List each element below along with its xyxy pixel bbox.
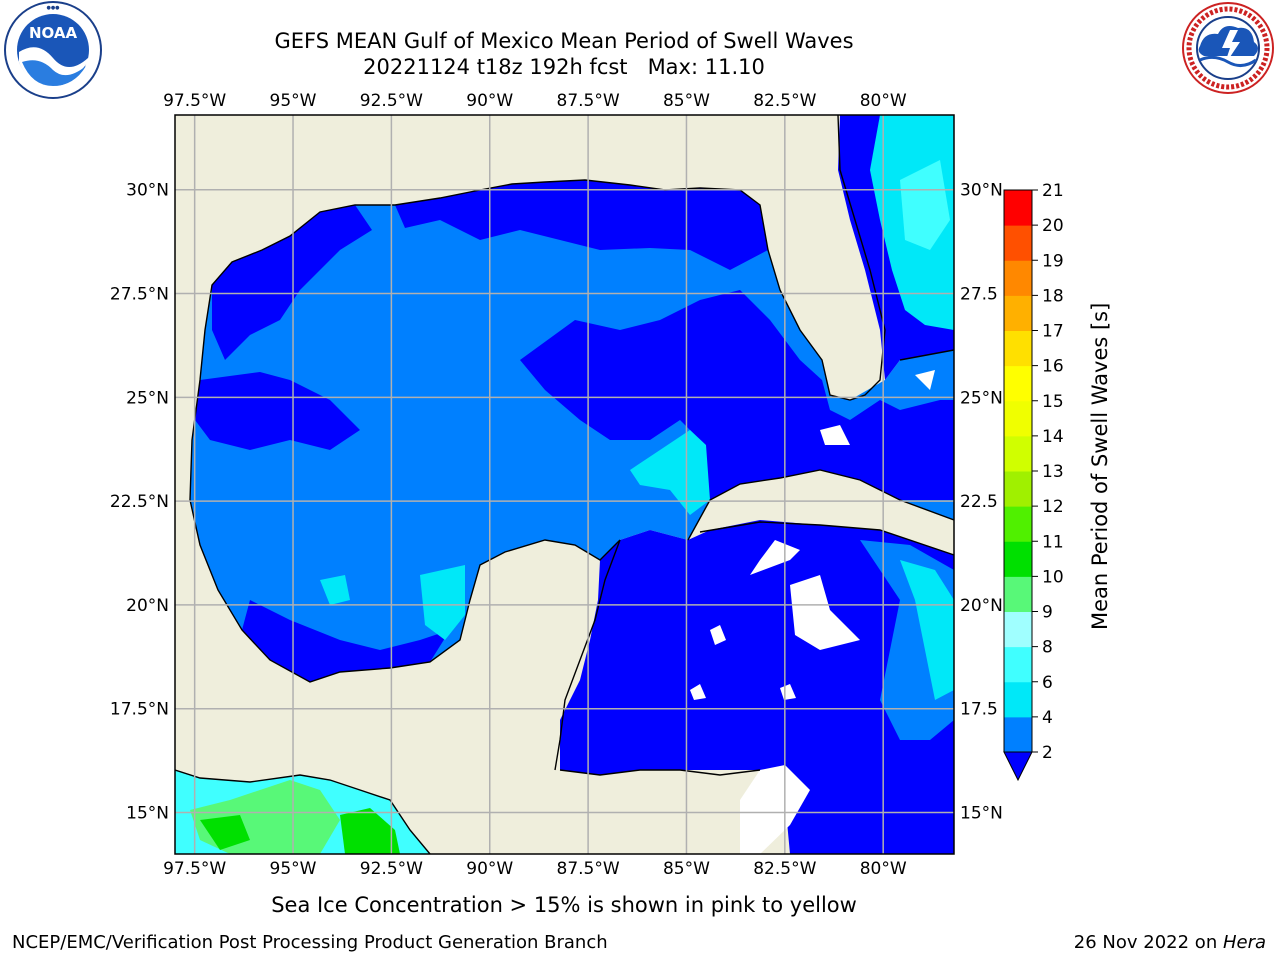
- lat-tick-label-left: 22.5°N: [110, 492, 169, 512]
- lat-tick-label-right: 27.5: [960, 285, 998, 305]
- lat-tick-label-left: 17.5°N: [110, 700, 169, 720]
- colorbar-swatch: [1004, 190, 1032, 226]
- colorbar-swatch: [1004, 330, 1032, 367]
- colorbar-swatch: [1004, 365, 1032, 402]
- colorbar-swatch: [1004, 260, 1032, 296]
- map-title: GEFS MEAN Gulf of Mexico Mean Period of …: [274, 29, 854, 53]
- colorbar: 2 4 6 8 9 10 11 12 13 14 15 16 17 18 19 20 21: [1003, 181, 1064, 782]
- colorbar-tick-label: 4: [1042, 708, 1053, 728]
- colorbar-tick-label: 21: [1042, 181, 1064, 201]
- lon-tick-label-bottom: 82.5°W: [753, 859, 816, 879]
- colorbar-swatch: [1004, 611, 1032, 648]
- lon-tick-label-top: 90°W: [466, 91, 513, 111]
- colorbar-tick-label: 6: [1042, 673, 1053, 693]
- colorbar-swatch: [1004, 225, 1032, 261]
- footer-host: Hera: [1222, 932, 1266, 953]
- colorbar-extend-arrow: [1003, 751, 1033, 782]
- lon-tick-label-bottom: 97.5°W: [163, 859, 226, 879]
- colorbar-swatch: [1004, 716, 1032, 753]
- caribbean-water: [560, 520, 954, 854]
- lat-tick-label-left: 25°N: [126, 388, 169, 408]
- lon-tick-label-top: 95°W: [270, 91, 317, 111]
- footer-date: 26 Nov 2022 on Hera: [1074, 932, 1266, 954]
- lat-tick-label-right: 30°N: [960, 181, 1003, 201]
- tick-labels: 97.5°W 97.5°W 95°W 95°W 92.5°W 92.5°W 90°W 90°W…: [110, 91, 1003, 879]
- colorbar-swatch: [1004, 576, 1032, 612]
- lat-tick-label-left: 27.5°N: [110, 285, 169, 305]
- lon-tick-label-bottom: 95°W: [270, 859, 317, 879]
- colorbar-tick-label: 13: [1042, 462, 1064, 482]
- lon-tick-label-bottom: 80°W: [860, 859, 907, 879]
- lat-tick-label-left: 30°N: [126, 181, 169, 201]
- colorbar-swatch: [1004, 681, 1032, 718]
- no-data-patch: [740, 765, 810, 854]
- colorbar-tick-label: 2: [1042, 743, 1053, 763]
- lat-tick-label-left: 15°N: [126, 803, 169, 823]
- lat-tick-label-right: 25°N: [960, 388, 1003, 408]
- colorbar-swatch: [1004, 471, 1032, 507]
- colorbar-swatch: [1004, 541, 1032, 577]
- colorbar-tick-label: 12: [1042, 497, 1064, 517]
- sea-ice-note: Sea Ice Concentration > 15% is shown in …: [271, 893, 857, 917]
- lon-tick-label-bottom: 90°W: [466, 859, 513, 879]
- lat-tick-label-right: 20°N: [960, 596, 1003, 616]
- lon-tick-label-top: 97.5°W: [163, 91, 226, 111]
- lon-tick-label-bottom: 92.5°W: [360, 859, 423, 879]
- noaa-logo: NOAA ●●●: [4, 1, 102, 99]
- coastline: [175, 115, 954, 854]
- colorbar-swatch: [1004, 506, 1032, 542]
- map-frame: [174, 114, 955, 855]
- colorbar-tick-label: 17: [1042, 322, 1064, 342]
- colorbar-tick-label: 20: [1042, 216, 1064, 236]
- colorbar-tick-label: 14: [1042, 427, 1064, 447]
- footer-date-text: 26 Nov 2022 on: [1073, 932, 1223, 953]
- gulf-water: [190, 180, 954, 682]
- lon-tick-label-top: 80°W: [860, 91, 907, 111]
- noaa-logo-text: NOAA: [29, 24, 78, 42]
- gulf-cyan-patch: [630, 430, 710, 515]
- lat-tick-label-left: 20°N: [126, 596, 169, 616]
- colorbar-tick-label: 16: [1042, 357, 1064, 377]
- colorbar-swatch: [1004, 646, 1032, 683]
- map-subtitle: 20221124 t18z 192h fcst Max: 11.10: [363, 55, 765, 79]
- colorbar-swatch: [1004, 435, 1032, 472]
- lon-tick-label-top: 92.5°W: [360, 91, 423, 111]
- colorbar-label: Mean Period of Swell Waves [s]: [1088, 302, 1112, 630]
- lon-tick-label-top: 82.5°W: [753, 91, 816, 111]
- nws-logo: [1182, 2, 1274, 94]
- lat-tick-label-right: 15°N: [960, 803, 1003, 823]
- footer-credit: NCEP/EMC/Verification Post Processing Pr…: [12, 932, 608, 953]
- colorbar-tick-label: 11: [1042, 532, 1064, 552]
- svg-text:●●●: ●●●: [46, 5, 60, 11]
- colorbar-tick-label: 9: [1042, 603, 1053, 623]
- colorbar-swatch: [1004, 295, 1032, 331]
- colorbar-tick-label: 15: [1042, 392, 1064, 412]
- lat-tick-label-right: 17.5: [960, 700, 998, 720]
- lat-tick-label-right: 22.5: [960, 492, 998, 512]
- lon-tick-label-top: 87.5°W: [557, 91, 620, 111]
- lon-tick-label-top: 85°W: [663, 91, 710, 111]
- gulf-low-period-zone: [212, 205, 372, 360]
- colorbar-tick-label: 10: [1042, 567, 1064, 587]
- colorbar-tick-label: 18: [1042, 286, 1064, 306]
- colorbar-tick-label: 19: [1042, 251, 1064, 271]
- colorbar-tick-label: 8: [1042, 638, 1053, 658]
- lon-tick-label-bottom: 85°W: [663, 859, 710, 879]
- gridlines: [175, 115, 954, 854]
- colorbar-swatch: [1004, 400, 1032, 437]
- lon-tick-label-bottom: 87.5°W: [557, 859, 620, 879]
